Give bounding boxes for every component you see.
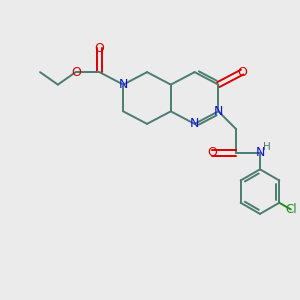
Text: H: H [262,142,270,152]
Text: N: N [190,117,199,130]
Text: O: O [237,66,247,79]
Text: O: O [94,42,104,55]
Text: O: O [208,146,218,160]
Text: N: N [118,78,128,91]
Text: N: N [255,146,265,160]
Text: N: N [214,105,223,118]
Text: O: O [71,66,81,79]
Text: Cl: Cl [285,203,297,216]
